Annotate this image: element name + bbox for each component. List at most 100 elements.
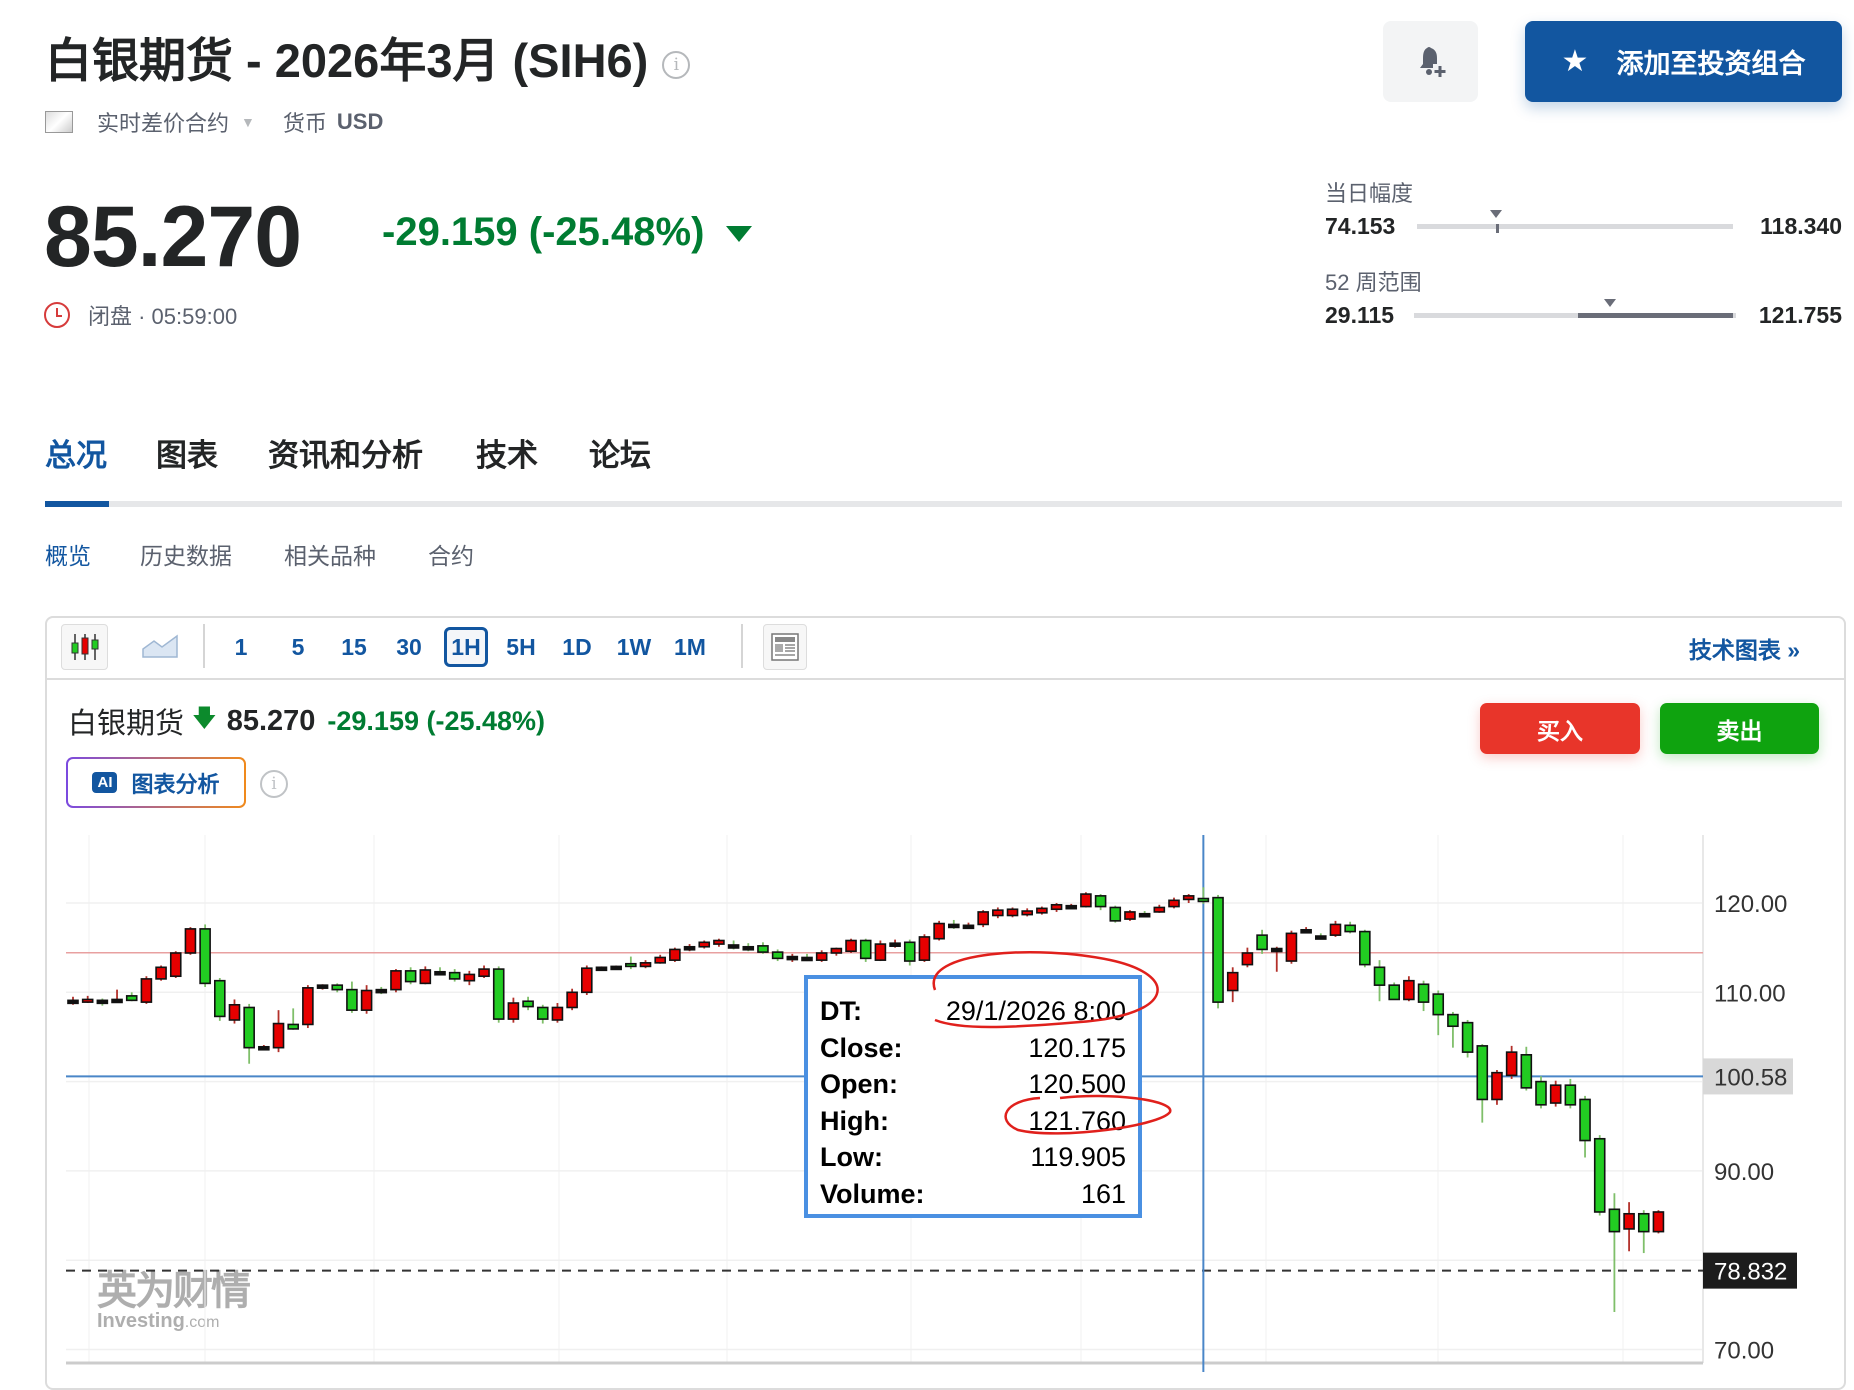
candle-body: [258, 1045, 270, 1051]
candle: [801, 953, 813, 962]
candle-body: [140, 978, 153, 1003]
candle-body: [654, 956, 667, 964]
candle-body: [977, 911, 989, 926]
candle: [67, 996, 79, 1005]
candle-body: [1564, 1084, 1577, 1106]
sell-button[interactable]: 卖出: [1660, 703, 1819, 754]
currency-label: 货币: [282, 111, 327, 136]
candle: [331, 983, 344, 993]
info-icon[interactable]: i: [260, 770, 288, 798]
candle: [272, 1010, 285, 1053]
interval-1d-button[interactable]: 1D: [562, 633, 592, 660]
candle: [1138, 911, 1151, 918]
watermark-en-suffix: .com: [184, 1314, 220, 1331]
candle-body: [287, 1023, 300, 1030]
candle-body: [492, 968, 505, 1020]
tooltip-key: DT:: [820, 996, 862, 1026]
candle-body: [580, 967, 593, 994]
candle: [1417, 980, 1430, 1012]
toolbar-separator: [741, 624, 743, 668]
candle: [1285, 930, 1298, 964]
interval-1h-button[interactable]: 1H: [444, 627, 488, 667]
week52-range-label: 52 周范围: [1325, 270, 1422, 295]
interval-5h-button[interactable]: 5H: [506, 633, 536, 660]
candle-body: [1300, 928, 1312, 934]
tooltip-row: Close: 120.175: [820, 1030, 1126, 1067]
info-icon[interactable]: i: [662, 50, 691, 79]
subtab-contracts[interactable]: 合约: [428, 543, 474, 569]
candle-body: [771, 951, 784, 960]
buy-button[interactable]: 买入: [1480, 703, 1640, 754]
candlestick-type-button[interactable]: [61, 624, 108, 670]
candle-body: [947, 923, 960, 929]
chevron-down-icon[interactable]: ▼: [241, 114, 255, 130]
candle: [522, 996, 534, 1011]
active-tab-indicator: [45, 501, 109, 507]
interval-30-button[interactable]: 30: [396, 633, 422, 660]
interval-5-button[interactable]: 5: [291, 633, 305, 660]
candle: [287, 1008, 300, 1030]
candle-body: [81, 998, 94, 1003]
subtab-summary[interactable]: 概览: [45, 543, 91, 569]
candle-body: [1505, 1051, 1518, 1077]
candle: [96, 998, 109, 1006]
subtab-historical-data[interactable]: 历史数据: [140, 543, 232, 569]
candle: [140, 976, 153, 1004]
add-to-portfolio-button[interactable]: ★ 添加至投资组合: [1525, 21, 1842, 102]
candle: [1109, 905, 1122, 923]
area-type-button[interactable]: [140, 624, 180, 668]
candle: [1491, 1069, 1503, 1105]
candle: [1388, 982, 1400, 1001]
candle: [1505, 1045, 1518, 1079]
interval-15-button[interactable]: 15: [341, 633, 367, 660]
tab-chart[interactable]: 图表: [156, 438, 218, 473]
interval-1w-button[interactable]: 1W: [616, 633, 652, 660]
interval-1m-button[interactable]: 1M: [674, 633, 706, 660]
candle: [962, 922, 975, 930]
candle-body: [933, 922, 945, 940]
star-icon: ★: [1561, 45, 1589, 78]
title-text: 白银期货 - 2026年3月 (SIH6): [45, 34, 649, 87]
candle: [155, 965, 167, 981]
candle-body: [962, 924, 975, 930]
candle-body: [1124, 911, 1136, 920]
candle: [1637, 1210, 1650, 1254]
tab-technical[interactable]: 技术: [476, 438, 538, 473]
candle-body: [992, 909, 1004, 917]
tooltip-row: Low: 119.905: [820, 1139, 1126, 1176]
tooltip-row: Volume: 161: [820, 1176, 1126, 1213]
candle: [757, 942, 769, 954]
day-range-pointer: [1490, 210, 1502, 218]
subtab-related[interactable]: 相关品种: [284, 543, 376, 569]
technical-chart-link[interactable]: 技术图表 »: [1688, 637, 1800, 663]
tooltip-key: Low:: [820, 1142, 883, 1173]
candle: [463, 970, 476, 986]
contract-type-dropdown[interactable]: 实时差价合约: [97, 111, 230, 136]
candle-body: [698, 941, 711, 948]
layout-button[interactable]: [763, 624, 807, 670]
ai-chart-analysis-button[interactable]: AI 图表分析: [66, 757, 246, 808]
candle: [1065, 903, 1078, 910]
tab-news-analysis[interactable]: 资讯和分析: [268, 438, 423, 473]
crosshair-price-box: [1703, 1058, 1793, 1095]
candle: [1270, 946, 1283, 972]
tab-overview[interactable]: 总况: [45, 438, 107, 473]
add-alert-button[interactable]: [1383, 21, 1478, 102]
week52-range-fill: [1578, 313, 1733, 318]
candle: [1080, 892, 1092, 908]
candle-body: [1109, 906, 1122, 922]
candle-body: [1373, 966, 1386, 986]
candle: [845, 938, 857, 954]
candle-body: [1535, 1080, 1547, 1106]
y-tick-label: 70.00: [1714, 1338, 1774, 1365]
candle-body: [669, 948, 681, 961]
interval-1-button[interactable]: 1: [234, 633, 248, 660]
dashed-price-box: [1703, 1252, 1797, 1289]
candle: [1124, 910, 1136, 921]
candle-body: [375, 988, 388, 994]
tab-forum[interactable]: 论坛: [589, 438, 651, 473]
candle-body: [1065, 904, 1078, 910]
tooltip-key: Close:: [820, 1032, 903, 1063]
candle-body: [1579, 1098, 1591, 1142]
